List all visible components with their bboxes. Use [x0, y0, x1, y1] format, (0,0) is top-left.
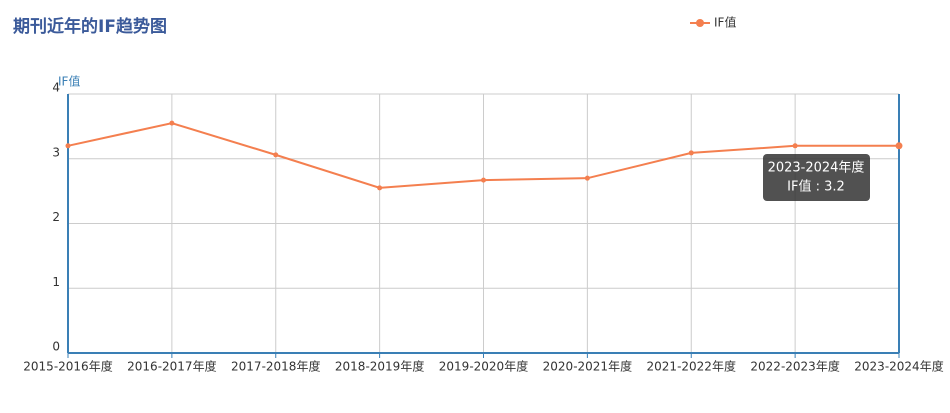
- y-axis-label: IF值: [58, 74, 80, 89]
- data-point: [481, 177, 486, 183]
- data-point: [792, 143, 798, 149]
- legend-marker: [696, 19, 704, 27]
- data-point: [895, 142, 903, 150]
- y-tick-label: 3: [52, 145, 60, 159]
- x-tick-label: 2018-2019年度: [335, 359, 424, 374]
- tooltip-title: 2023-2024年度: [768, 160, 865, 176]
- x-tick-label: 2016-2017年度: [127, 359, 216, 374]
- x-tick-label: 2020-2021年度: [543, 359, 632, 374]
- y-tick-label: 0: [52, 340, 60, 354]
- y-tick-label: 1: [52, 275, 60, 289]
- data-point: [584, 175, 590, 181]
- x-tick-label: 2022-2023年度: [750, 359, 839, 374]
- data-point: [688, 150, 694, 156]
- data-point: [65, 143, 71, 149]
- y-tick-label: 2: [52, 210, 60, 224]
- data-point: [377, 185, 383, 191]
- x-tick-label: 2021-2022年度: [647, 359, 736, 374]
- data-point: [273, 152, 279, 158]
- x-tick-label: 2017-2018年度: [231, 359, 320, 374]
- x-tick-label: 2023-2024年度: [854, 359, 943, 374]
- tooltip: [763, 154, 870, 201]
- chart-title: 期刊近年的IF趋势图: [13, 16, 167, 37]
- tooltip-text: IF值 : 3.2: [787, 179, 845, 195]
- x-tick-label: 2019-2020年度: [439, 359, 528, 374]
- x-tick-label: 2015-2016年度: [23, 359, 112, 374]
- legend-label: IF值: [714, 15, 736, 30]
- data-point: [169, 120, 175, 126]
- y-tick-label: 4: [52, 81, 60, 95]
